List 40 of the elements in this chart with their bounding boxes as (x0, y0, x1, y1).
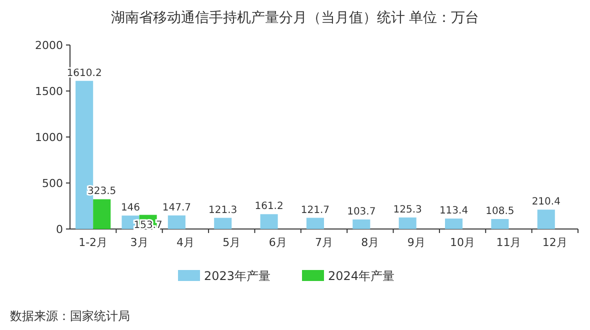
bar (93, 199, 111, 229)
bar (214, 218, 232, 229)
source-note: 数据来源：国家统计局 (10, 309, 130, 323)
bar (168, 215, 186, 229)
x-tick-label: 12月 (542, 236, 568, 249)
x-tick-label: 11月 (496, 236, 522, 249)
data-label: 121.3 (208, 204, 238, 216)
bar (306, 218, 324, 229)
y-tick-label: 1500 (35, 85, 63, 98)
legend-label: 2023年产量 (204, 269, 271, 283)
x-tick-label: 1-2月 (78, 236, 108, 249)
x-tick-label: 7月 (315, 236, 333, 249)
bar (444, 218, 463, 229)
data-label: 147.7 (162, 202, 191, 214)
bar (537, 210, 555, 229)
bar (352, 219, 370, 229)
data-label: 210.4 (532, 196, 560, 208)
bar (260, 214, 278, 229)
data-label: 113.4 (439, 206, 468, 217)
data-label: 146 (120, 202, 140, 214)
data-label: 103.7 (347, 206, 376, 218)
y-tick-label: 1000 (35, 131, 63, 144)
x-tick-label: 3月 (130, 236, 148, 249)
data-label: 121.7 (300, 204, 330, 216)
x-tick-label: 4月 (176, 236, 194, 249)
bar (398, 217, 416, 229)
legend-label: 2024年产量 (328, 269, 395, 283)
data-label: 161.2 (254, 201, 284, 212)
x-tick-label: 9月 (407, 236, 426, 249)
y-tick-label: 2000 (35, 39, 63, 52)
bar (491, 219, 509, 229)
x-tick-label: 6月 (268, 236, 287, 249)
data-label: 108.5 (486, 206, 514, 218)
chart-title: 湖南省移动通信手持机产量分月（当月值）统计 单位：万台 (110, 10, 480, 26)
y-tick-label: 500 (42, 177, 63, 190)
data-label: 125.3 (393, 204, 422, 216)
y-tick-label: 0 (56, 223, 63, 236)
x-tick-label: 10月 (450, 236, 476, 249)
x-tick-label: 5月 (222, 236, 241, 249)
x-tick-label: 8月 (361, 236, 380, 249)
